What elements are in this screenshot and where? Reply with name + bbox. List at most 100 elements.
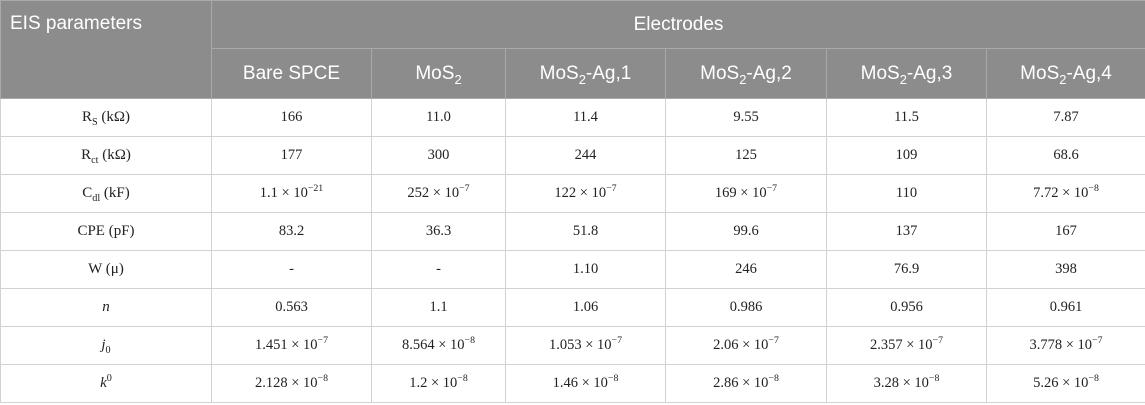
value-cell: 1.053 × 10−7 — [505, 326, 666, 365]
value-exponent: −7 — [611, 335, 623, 347]
value-exponent: −8 — [928, 373, 940, 385]
value-cell: 5.26 × 10−8 — [985, 364, 1145, 403]
table-row: j0 1.451 × 10−7 8.564 × 10−8 1.053 × 10−7 2.… — [0, 326, 1145, 365]
value-cell: 8.564 × 10−8 — [371, 326, 506, 365]
value-mantissa: - — [436, 261, 441, 277]
column-header: Bare SPCE — [211, 48, 372, 99]
parameter-label: k0 — [0, 364, 212, 403]
value-mantissa: 1.1 × 10 — [259, 185, 308, 201]
value-mantissa: 2.86 × 10 — [713, 375, 769, 391]
value-cell: - — [211, 250, 372, 289]
value-cell: 252 × 10−7 — [371, 174, 506, 213]
value-mantissa: 167 — [1055, 223, 1077, 239]
value-mantissa: 252 × 10 — [407, 185, 460, 201]
value-cell: 398 — [985, 250, 1145, 289]
column-header-suffix: -Ag,2 — [746, 62, 792, 84]
value-mantissa: 166 — [280, 109, 303, 125]
value-cell: 110 — [826, 174, 987, 213]
value-exponent: −7 — [459, 183, 470, 195]
value-exponent: −8 — [317, 373, 329, 385]
corner-header: EIS parameters — [0, 0, 212, 99]
value-cell: 0.961 — [985, 288, 1145, 327]
parameter-unit: (kΩ) — [97, 109, 131, 125]
value-exponent: −21 — [307, 183, 324, 195]
value-mantissa: 0.961 — [1049, 299, 1083, 315]
column-header-text: MoS — [1020, 62, 1060, 84]
table-row: CPE (pF) 83.2 36.3 51.8 99.6 137 167 — [0, 212, 1145, 251]
value-cell: 51.8 — [505, 212, 666, 251]
parameter-symbol: n — [102, 299, 110, 315]
value-exponent: −8 — [768, 373, 779, 385]
value-mantissa: 300 — [427, 147, 450, 163]
parameter-subscript: 0 — [105, 345, 111, 356]
value-cell: 99.6 — [665, 212, 827, 251]
parameter-symbol: k — [100, 375, 107, 391]
value-mantissa: 110 — [895, 185, 918, 201]
column-header-suffix: -Ag,1 — [585, 62, 632, 84]
header-row-columns: Bare SPCE MoS2 MoS2-Ag,1 MoS2-Ag,2 MoS2-Ag,3… — [1, 48, 1145, 99]
value-mantissa: 68.6 — [1053, 147, 1079, 163]
value-cell: 1.2 × 10−8 — [371, 364, 506, 403]
value-mantissa: 8.564 × 10 — [401, 337, 465, 353]
value-cell: 167 — [985, 212, 1145, 251]
value-cell: 166 — [211, 98, 372, 137]
value-mantissa: 2.357 × 10 — [869, 337, 933, 353]
value-mantissa: 7.72 × 10 — [1033, 185, 1089, 201]
parameter-unit: (kF) — [100, 185, 130, 201]
value-mantissa: 9.55 — [733, 109, 759, 125]
electrodes-group-header: Electrodes — [210, 0, 1145, 49]
value-exponent: −8 — [464, 335, 476, 347]
parameter-symbol: R — [81, 147, 92, 163]
parameter-subscript: S — [91, 117, 98, 128]
value-mantissa: - — [289, 261, 294, 277]
value-mantissa: 398 — [1055, 261, 1077, 277]
parameter-superscript: 0 — [106, 373, 112, 384]
value-mantissa: 3.778 × 10 — [1029, 337, 1093, 353]
column-header-text: MoS — [860, 62, 900, 84]
value-cell: 122 × 10−7 — [505, 174, 666, 213]
value-mantissa: 36.3 — [425, 223, 452, 239]
value-mantissa: 169 × 10 — [714, 185, 767, 201]
value-cell: 169 × 10−7 — [665, 174, 827, 213]
value-cell: 36.3 — [371, 212, 506, 251]
column-header-text: Bare SPCE — [242, 62, 341, 84]
value-exponent: −7 — [317, 335, 329, 347]
column-header-subscript: 2 — [899, 71, 907, 87]
value-mantissa: 1.053 × 10 — [548, 337, 612, 353]
table-row: RS (kΩ) 166 11.0 11.4 9.55 11.5 7.87 — [0, 98, 1145, 137]
value-mantissa: 83.2 — [278, 223, 305, 239]
value-mantissa: 11.0 — [426, 109, 451, 125]
header-row-group: EIS parameters Electrodes — [0, 0, 1145, 99]
column-header: MoS2-Ag,2 — [665, 48, 827, 99]
value-exponent: −7 — [766, 183, 778, 195]
column-header-subscript: 2 — [739, 71, 747, 87]
table-header: EIS parameters Electrodes Bare SPCE MoS2 M… — [0, 0, 1145, 99]
value-cell: 3.28 × 10−8 — [826, 364, 987, 403]
value-cell: 11.0 — [371, 98, 506, 137]
parameter-unit: (kΩ) — [98, 147, 131, 163]
table-row: Cdl (kF) 1.1 × 10−21 252 × 10−7 122 × 10−7 1… — [0, 174, 1145, 213]
value-cell: 2.86 × 10−8 — [665, 364, 827, 403]
value-exponent: −8 — [457, 373, 468, 385]
column-header-subscript: 2 — [454, 71, 462, 87]
value-cell: 0.956 — [826, 288, 987, 327]
value-mantissa: 5.26 × 10 — [1033, 375, 1089, 391]
value-cell: 137 — [826, 212, 987, 251]
value-cell: 244 — [505, 136, 666, 175]
value-cell: 7.87 — [985, 98, 1145, 137]
column-header: MoS2-Ag,1 — [505, 48, 666, 99]
value-cell: 1.06 — [505, 288, 666, 327]
value-mantissa: 2.128 × 10 — [254, 375, 318, 391]
value-cell: 1.451 × 10−7 — [211, 326, 372, 365]
value-exponent: −7 — [932, 335, 944, 347]
value-mantissa: 125 — [735, 147, 757, 163]
value-cell: 177 — [211, 136, 372, 175]
value-cell: 9.55 — [665, 98, 827, 137]
value-mantissa: 1.451 × 10 — [254, 337, 318, 353]
column-header: MoS2 — [371, 48, 506, 99]
value-exponent: −7 — [606, 183, 617, 195]
table-row: W (μ) - - 1.10 246 76.9 398 — [0, 250, 1145, 289]
value-mantissa: 244 — [574, 147, 597, 163]
parameter-label: j0 — [0, 326, 212, 365]
